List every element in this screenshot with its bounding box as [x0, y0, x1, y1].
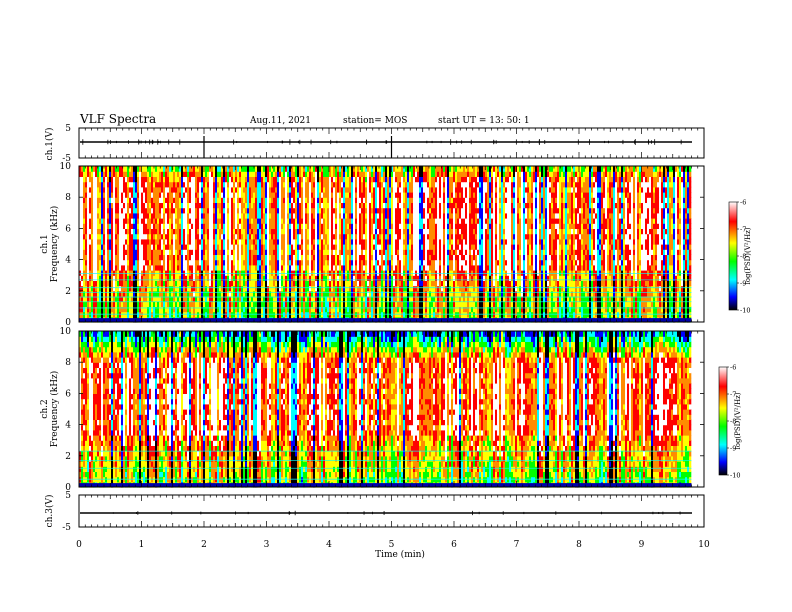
colorbar-tick-label: -8	[730, 418, 736, 426]
ch2-colorbar-ticks: -6 -7 -8 -9 -10	[727, 364, 740, 480]
ch1-ytick-top: 5	[65, 124, 71, 134]
figure-title: VLF Spectra	[79, 112, 156, 126]
ch2-channel-label: ch.2	[40, 399, 50, 418]
time-tick-label: 4	[326, 540, 332, 550]
time-tick-label: 2	[201, 540, 207, 550]
ch1-ytick-bottom: -5	[62, 154, 71, 164]
freq-tick-label: 4	[65, 256, 71, 266]
time-tick-label: 5	[389, 540, 395, 550]
time-tick-label: 10	[698, 540, 710, 550]
colorbar-tick-label: -8	[740, 253, 746, 261]
ch2-spectrogram-panel: 0 2 4 6 8 10 ch.2 Frequency (kHz)	[40, 327, 705, 493]
freq-tick-label: 6	[65, 224, 71, 234]
colorbar-tick-label: -7	[740, 226, 746, 234]
colorbar-tick-label: -6	[740, 199, 746, 207]
freq-tick-label: 6	[65, 389, 71, 399]
ch1-voltage-panel: 5 -5 ch.1(V)	[44, 124, 705, 164]
ch1-voltage-ylabel: ch.1(V)	[44, 128, 55, 161]
ch1-spectrogram-image	[79, 166, 704, 323]
station-label: station= MOS	[343, 116, 407, 126]
ch1-colorbar-label: log(PSD)(V²/Hz)	[744, 227, 752, 284]
ch2-colorbar-scale	[718, 366, 728, 476]
ch2-colorbar-label: log(PSD)(V²/Hz)	[734, 392, 742, 449]
time-tick-label: 3	[264, 540, 270, 550]
colorbar-tick-label: -7	[730, 391, 736, 399]
time-tick-label: 7	[514, 540, 520, 550]
ch2-freq-ylabel: Frequency (kHz)	[49, 371, 60, 448]
ch1-channel-label: ch.1	[40, 234, 50, 253]
ch1-voltage-spikes	[82, 136, 682, 158]
freq-tick-label: 10	[60, 162, 72, 172]
colorbar-tick-label: -9	[740, 280, 746, 288]
ch3-voltage-ylabel: ch.3(V)	[44, 495, 55, 528]
ch3-ytick-top: 5	[65, 491, 71, 501]
freq-tick-label: 4	[65, 421, 71, 431]
freq-tick-label: 0	[65, 318, 71, 328]
start-time-label: start UT = 13: 50: 1	[438, 116, 530, 126]
ch1-colorbar: -6 -7 -8 -9 -10 log(PSD)(V²/Hz)	[728, 199, 752, 315]
time-axis-label: Time (min)	[375, 549, 425, 560]
ch1-freq-tick-labels: 0 2 4 6 8 10	[60, 162, 704, 328]
freq-tick-label: 8	[65, 193, 71, 203]
ch1-colorbar-ticks: -6 -7 -8 -9 -10	[737, 199, 750, 315]
time-tick-label: 0	[76, 540, 82, 550]
time-tick-label: 8	[576, 540, 582, 550]
ch3-voltage-spikes	[112, 510, 681, 516]
time-tick-labels: 0 1 2 3 4 5 6 7 8 9 10	[76, 540, 710, 550]
freq-tick-label: 0	[65, 483, 71, 493]
time-tick-label: 6	[451, 540, 457, 550]
ch2-freq-tick-labels: 0 2 4 6 8 10	[60, 327, 704, 493]
ch1-freq-ylabel: Frequency (kHz)	[49, 206, 60, 283]
ch2-spectrogram-image	[79, 331, 704, 488]
ch2-colorbar: -6 -7 -8 -9 -10 log(PSD)(V²/Hz)	[718, 364, 742, 480]
time-tick-marks	[78, 128, 705, 527]
colorbar-tick-label: -10	[730, 472, 740, 480]
date-label: Aug.11, 2021	[249, 116, 311, 126]
colorbar-tick-label: -9	[730, 445, 736, 453]
freq-tick-label: 2	[65, 452, 71, 462]
colorbar-tick-label: -10	[740, 307, 750, 315]
freq-tick-label: 2	[65, 287, 71, 297]
ch1-colorbar-scale	[728, 201, 738, 311]
ch1-spectrogram-panel: 0 2 4 6 8 10 ch.1 Frequency (kHz)	[40, 162, 705, 328]
ch3-ytick-bottom: -5	[62, 523, 71, 533]
freq-tick-label: 8	[65, 358, 71, 368]
time-tick-label: 1	[139, 540, 145, 550]
freq-tick-label: 10	[60, 327, 72, 337]
time-tick-label: 9	[639, 540, 645, 550]
ch3-voltage-panel: 5 -5 ch.3(V)	[44, 491, 705, 533]
colorbar-tick-label: -6	[730, 364, 736, 372]
